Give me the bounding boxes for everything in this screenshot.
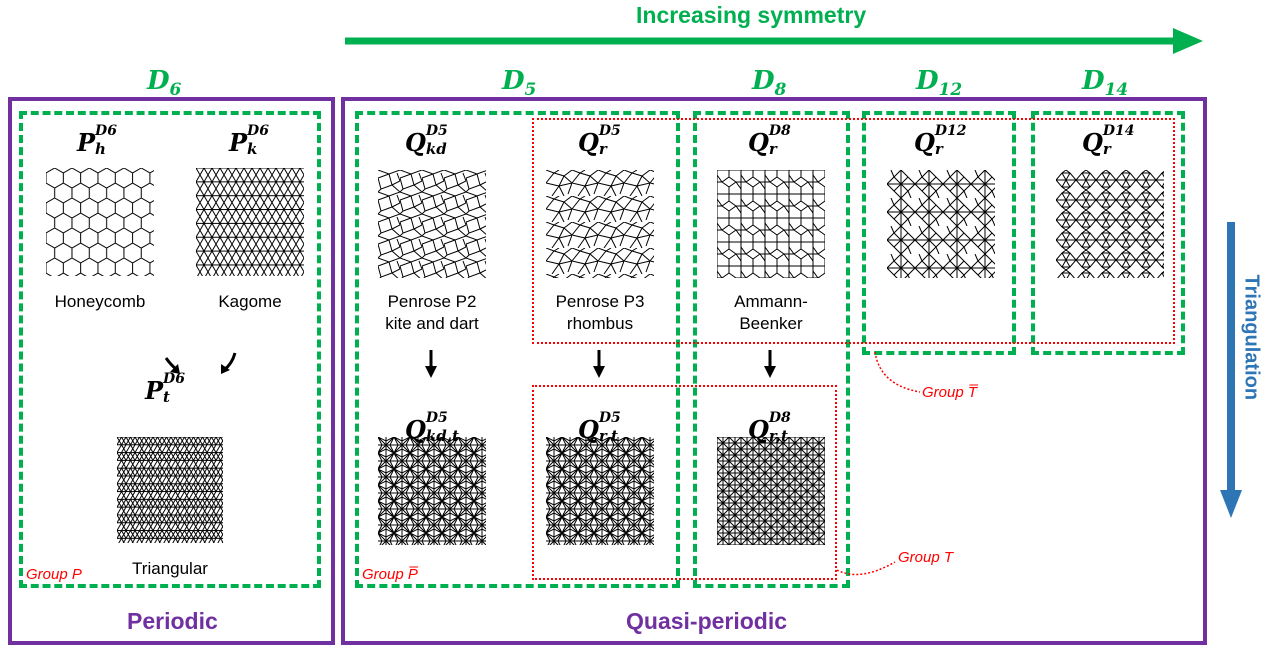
periodic-label: Periodic xyxy=(127,608,218,634)
increasing-symmetry-arrow xyxy=(345,28,1203,54)
honeycomb-tiling-image xyxy=(46,168,154,276)
penrose-p2-triangulated-image xyxy=(378,437,486,545)
name-ammann-beenker: Ammann- Beenker xyxy=(734,292,808,333)
group-tbar-box xyxy=(532,118,1175,344)
d14-tiling-image xyxy=(1056,170,1164,278)
name-honeycomb: Honeycomb xyxy=(54,292,146,311)
group-t-label: Group T xyxy=(898,549,954,566)
triangular-tiling-image xyxy=(117,437,223,543)
group-t-box xyxy=(532,385,837,580)
label-qr12: Q D12 r xyxy=(914,123,967,158)
label-ph: P D6 h xyxy=(77,123,117,158)
label-qr14: Q D14 r xyxy=(1082,123,1135,158)
name-kagome: Kagome xyxy=(218,292,282,311)
label-qr5: Q D5 r xyxy=(578,123,621,158)
group-p-box xyxy=(19,111,321,588)
d12-tiling-image xyxy=(887,170,995,278)
d8-group-box xyxy=(693,111,850,588)
name-penrose-p3: Penrose P3 rhombus xyxy=(555,292,645,333)
ammann-beenker-triangulated-image xyxy=(717,437,825,545)
label-pk: P D6 k xyxy=(229,123,269,158)
symmetry-d12: D12 xyxy=(916,66,963,101)
label-qr8: Q D8 r xyxy=(748,123,791,158)
d5-group-box xyxy=(355,111,680,588)
name-penrose-p2: Penrose P2 kite and dart xyxy=(385,292,479,333)
quasi-periodic-label: Quasi-periodic xyxy=(626,608,788,634)
symmetry-d6: D6 xyxy=(147,66,182,101)
group-p-label: Group P xyxy=(26,566,82,583)
triangulation-arrow xyxy=(1220,222,1242,518)
group-tbar-label: Group T̅ xyxy=(922,384,978,401)
label-qkd: Q D5 kd xyxy=(405,123,448,158)
symmetry-d5: D5 xyxy=(502,66,537,101)
d14-group-box xyxy=(1031,111,1185,355)
increasing-symmetry-title: Increasing symmetry xyxy=(636,2,867,28)
ammann-beenker-image xyxy=(717,170,825,278)
penrose-p3-image xyxy=(546,170,654,278)
name-triangular: Triangular xyxy=(132,559,208,578)
symmetry-d14: D14 xyxy=(1082,66,1129,101)
label-pt: P D6 t xyxy=(145,371,185,406)
group-pbar-label: Group P̅ xyxy=(362,566,418,583)
penrose-p3-triangulated-image xyxy=(546,437,654,545)
penrose-p2-image xyxy=(378,170,486,278)
kagome-tiling-image xyxy=(196,168,304,276)
d12-group-box xyxy=(862,111,1016,355)
symmetry-d8: D8 xyxy=(752,66,787,101)
